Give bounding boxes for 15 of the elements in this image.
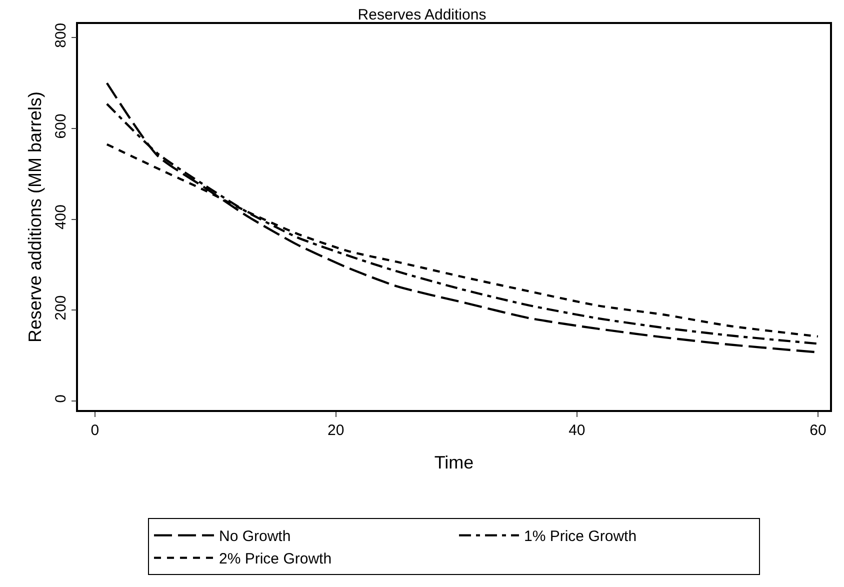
x-tick-label: 40 [568,422,586,439]
y-tick-label: 200 [52,295,70,320]
x-tick-label: 60 [810,422,826,439]
chart-title: Reserves Additions [358,6,486,24]
y-tick-label: 0 [52,394,70,403]
y-tick-label: 600 [52,114,70,139]
legend-label: 1% Price Growth [524,528,637,546]
legend-label: 2% Price Growth [219,550,332,568]
x-tick-label: 20 [328,422,344,439]
x-axis-title: Time [434,452,474,472]
y-tick-label: 400 [52,204,70,230]
y-axis-title: Reserve additions (MM barrels) [24,91,45,343]
y-tick-label: 800 [52,22,70,48]
legend-label: No Growth [219,528,291,546]
x-tick-label: 0 [90,422,100,439]
